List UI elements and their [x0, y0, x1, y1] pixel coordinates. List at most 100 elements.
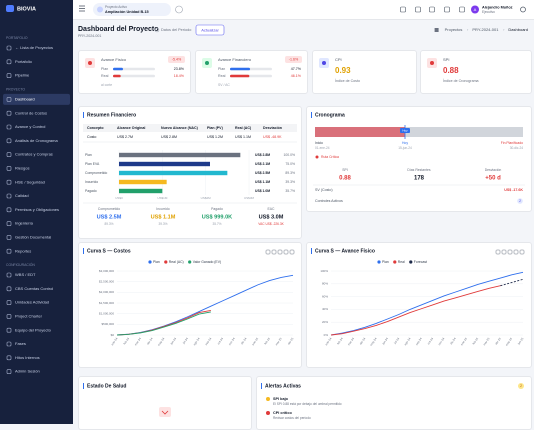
- legend-swatch: [409, 260, 413, 264]
- menu-item[interactable]: Gestión Documental: [15, 234, 51, 239]
- x-tick-label: feb-25: [263, 336, 271, 345]
- title-accent: [83, 383, 84, 389]
- chart-tool-icon[interactable]: [519, 249, 525, 255]
- marker-label: Inicio: [315, 141, 323, 145]
- menu-item[interactable]: Avance y Control: [15, 124, 45, 129]
- menu-item[interactable]: WBS / EDT: [15, 272, 36, 277]
- alert-text: Revisar costos del período: [273, 416, 311, 420]
- menu-item[interactable]: Permisos y Obligaciones: [15, 207, 59, 212]
- bar-category: Plan EVA: [85, 162, 100, 166]
- bar-share-label: 35.7%: [285, 189, 295, 193]
- table-cell: US$ 1.2M: [207, 135, 223, 139]
- chart-tool-icon[interactable]: [501, 249, 507, 255]
- toolbar-icon[interactable]: [400, 6, 406, 13]
- toolbar-icon[interactable]: [459, 6, 465, 13]
- toolbar-icon[interactable]: [429, 6, 435, 13]
- kpi-badge: [285, 56, 302, 63]
- summary-value: US$ 999.0K: [202, 214, 232, 220]
- menu-icon: [6, 97, 12, 102]
- refresh-button[interactable]: [195, 24, 225, 36]
- panel-title: Resumen Financiero: [87, 112, 136, 118]
- menu-item[interactable]: Riesgos: [15, 165, 29, 170]
- kpi-note: Índice de Costo: [335, 79, 360, 83]
- y-tick-label: 100%: [320, 269, 328, 273]
- breadcrumb-sep: ›: [467, 27, 469, 32]
- title-accent: [83, 112, 84, 118]
- chart-tool-icon[interactable]: [271, 249, 277, 255]
- chart-tool-icon[interactable]: [277, 249, 283, 255]
- kpi-value: 0.88: [443, 66, 459, 75]
- critical-dot: [315, 155, 319, 159]
- toolbar-icon[interactable]: [444, 6, 450, 13]
- series-line: [116, 274, 294, 336]
- alert-icon: [266, 411, 270, 415]
- menu-item[interactable]: Calidad: [15, 193, 29, 198]
- x-tick-label: ene-25: [460, 336, 469, 346]
- menu-item[interactable]: Contratos y Compras: [15, 152, 53, 157]
- menu-icon: [6, 355, 12, 361]
- menu-icon: [6, 369, 12, 374]
- menu-item[interactable]: Fases: [15, 341, 26, 346]
- x-tick-label: feb-25: [471, 336, 479, 345]
- table-cell: US$ 1.1M: [235, 135, 251, 139]
- toolbar-icon[interactable]: [415, 6, 421, 13]
- health-heart: [161, 410, 169, 415]
- menu-item[interactable]: Hitos Internos: [15, 355, 40, 360]
- table-header: Desviación: [263, 126, 282, 130]
- section-title: PROYECTO: [6, 87, 25, 91]
- project-pill[interactable]: [93, 3, 171, 16]
- series-line: [330, 271, 524, 336]
- kpi-bar: [113, 74, 121, 78]
- menu-icon: [6, 59, 12, 65]
- series-line: [116, 310, 211, 336]
- active-item-bg: [3, 93, 70, 105]
- x-tick-label: may-24: [157, 336, 166, 346]
- section-title: CONFIGURACIÓN: [6, 262, 35, 267]
- menu-item[interactable]: Pipeline: [15, 73, 30, 78]
- menu-item[interactable]: Equipo del Proyecto: [15, 327, 52, 332]
- x-tick-label: abr-24: [146, 336, 154, 345]
- menu-item[interactable]: Admin Sesión: [15, 369, 40, 374]
- menu-item[interactable]: Unidades Actividad: [15, 300, 49, 305]
- metric-label: Días Restantes: [407, 168, 430, 172]
- chart-tool-icon[interactable]: [495, 249, 501, 255]
- y-tick-label: 20%: [322, 320, 328, 324]
- section-title: PORTAFOLIO: [6, 36, 28, 40]
- chart-tool-icon[interactable]: [289, 249, 295, 255]
- bar: [119, 161, 210, 167]
- panel-title: Curva S — Avance Físico: [315, 248, 375, 254]
- legend-swatch: [377, 260, 381, 264]
- chart-tool-icon[interactable]: [283, 249, 289, 255]
- table-header-bg: [83, 124, 297, 132]
- menu-item[interactable]: Control de Costos: [15, 110, 47, 115]
- menu-item[interactable]: CBS Cuentas Control: [15, 286, 53, 291]
- menu-item[interactable]: ← Lista de Proyectos: [15, 45, 53, 50]
- breadcrumb: PRY-2024-001: [472, 27, 499, 32]
- user-name: Alejandro Muñoz: [482, 6, 513, 10]
- menu-item[interactable]: HSE / Seguridad: [15, 179, 45, 184]
- x-tick-label: jun-24: [169, 336, 178, 346]
- menu-item[interactable]: Ingeniería: [15, 221, 34, 226]
- menu-item[interactable]: Project Charter: [15, 313, 43, 318]
- logo: BIOVIA: [17, 6, 36, 12]
- menu-item[interactable]: Reportes: [15, 248, 31, 253]
- series-line: [116, 311, 211, 336]
- kpi-value: 0.93: [335, 66, 351, 75]
- chart-tool-icon[interactable]: [513, 249, 519, 255]
- summary-label: Comprometido: [98, 207, 120, 211]
- chart-tool-icon[interactable]: [507, 249, 513, 255]
- chart-tool-icon[interactable]: [265, 249, 271, 255]
- settings-icon[interactable]: [520, 6, 526, 13]
- kpi-icon-dot: [430, 61, 434, 65]
- metric-label: SPI: [342, 168, 348, 172]
- menu-item[interactable]: Análisis de Cronograma: [15, 138, 58, 143]
- menu-item[interactable]: Dashboard: [15, 96, 35, 101]
- x-tick-label: jun-25: [516, 336, 525, 346]
- legend-swatch: [393, 260, 397, 264]
- alert-icon: [266, 397, 270, 401]
- kpi-row-name: Plan: [101, 67, 108, 71]
- summary-label: Incurrido: [156, 207, 169, 211]
- menu-item[interactable]: Portafolio: [15, 59, 33, 64]
